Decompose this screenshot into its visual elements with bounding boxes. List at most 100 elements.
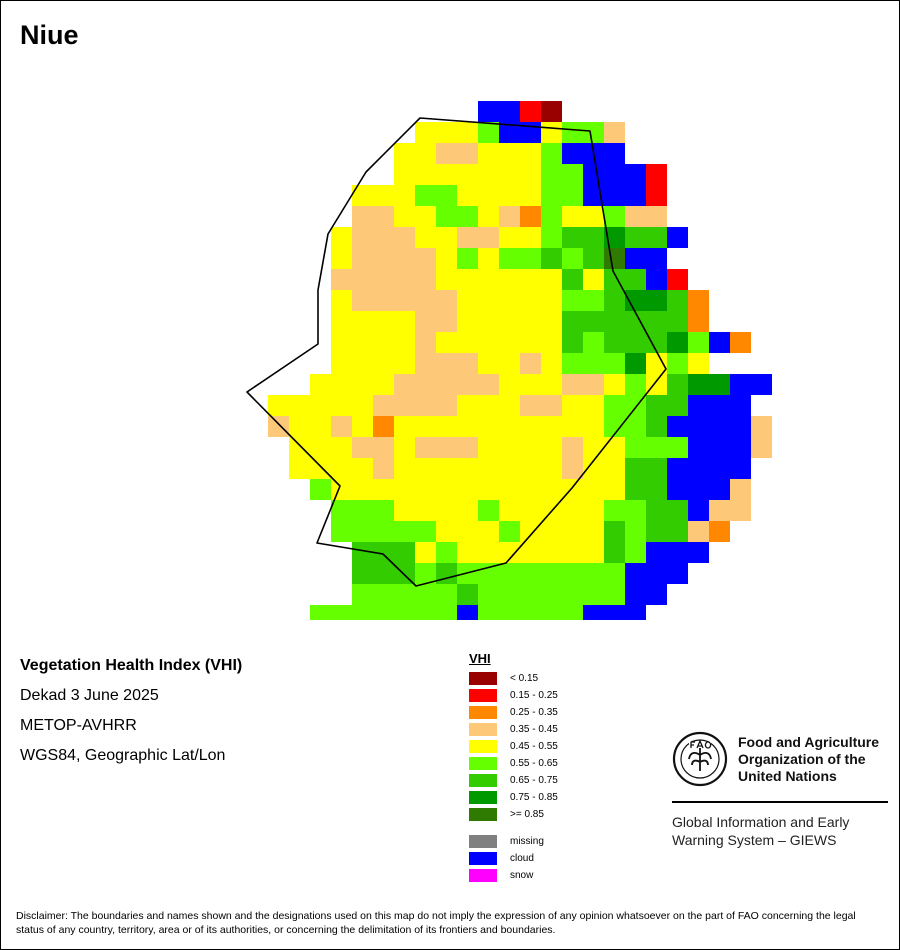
legend-item: 0.45 - 0.55 — [469, 738, 558, 755]
vhi-cell — [394, 437, 415, 458]
vhi-cell — [730, 332, 751, 353]
legend-item: 0.35 - 0.45 — [469, 721, 558, 738]
vhi-cell — [541, 311, 562, 332]
vhi-cell — [583, 227, 604, 248]
vhi-cell — [730, 374, 751, 395]
vhi-cell — [373, 248, 394, 269]
vhi-cell — [499, 584, 520, 605]
vhi-cell — [478, 227, 499, 248]
vhi-cell — [583, 332, 604, 353]
vhi-cell — [499, 248, 520, 269]
vhi-cell — [583, 248, 604, 269]
vhi-cell — [688, 479, 709, 500]
vhi-cell — [478, 290, 499, 311]
vhi-cell — [520, 353, 541, 374]
vhi-cell — [583, 290, 604, 311]
vhi-cell — [667, 542, 688, 563]
vhi-cell — [646, 500, 667, 521]
vhi-cell — [667, 458, 688, 479]
vhi-cell — [436, 164, 457, 185]
vhi-cell — [289, 458, 310, 479]
vhi-cell — [541, 374, 562, 395]
vhi-cell — [625, 227, 646, 248]
vhi-cell — [541, 206, 562, 227]
vhi-cell — [604, 479, 625, 500]
vhi-cell — [457, 353, 478, 374]
vhi-cell — [541, 269, 562, 290]
vhi-cell — [331, 290, 352, 311]
vhi-cell — [667, 269, 688, 290]
vhi-cell — [415, 311, 436, 332]
vhi-cell — [415, 332, 436, 353]
vhi-cell — [499, 458, 520, 479]
vhi-cell — [499, 521, 520, 542]
vhi-cell — [583, 563, 604, 584]
divider — [672, 801, 888, 803]
vhi-cell — [394, 353, 415, 374]
vhi-cell — [667, 374, 688, 395]
vhi-cell — [541, 227, 562, 248]
vhi-cell — [373, 584, 394, 605]
vhi-cell — [583, 542, 604, 563]
vhi-cell — [373, 374, 394, 395]
vhi-cell — [352, 500, 373, 521]
vhi-cell — [415, 185, 436, 206]
vhi-cell — [352, 584, 373, 605]
vhi-cell — [583, 437, 604, 458]
vhi-cell — [415, 206, 436, 227]
legend-swatch — [469, 672, 497, 685]
vhi-cell — [709, 395, 730, 416]
vhi-cell — [688, 353, 709, 374]
vhi-cell — [373, 416, 394, 437]
vhi-cell — [625, 416, 646, 437]
vhi-cell — [562, 164, 583, 185]
vhi-cell — [436, 374, 457, 395]
vhi-cell — [478, 395, 499, 416]
vhi-cell — [436, 227, 457, 248]
vhi-cell — [394, 563, 415, 584]
vhi-cell — [730, 479, 751, 500]
vhi-cell — [394, 374, 415, 395]
vhi-cell — [541, 395, 562, 416]
vhi-cell — [457, 395, 478, 416]
vhi-cell — [457, 584, 478, 605]
vhi-cell — [646, 248, 667, 269]
vhi-cell — [478, 605, 499, 620]
vhi-cell — [583, 395, 604, 416]
vhi-cell — [520, 416, 541, 437]
fao-logo-icon — [672, 731, 728, 787]
vhi-cell — [499, 227, 520, 248]
vhi-cell — [415, 374, 436, 395]
legend-item: 0.15 - 0.25 — [469, 687, 558, 704]
vhi-cell — [646, 584, 667, 605]
vhi-cell — [499, 101, 520, 122]
vhi-cell — [625, 542, 646, 563]
vhi-cell — [646, 164, 667, 185]
vhi-cell — [646, 290, 667, 311]
vhi-cell — [604, 353, 625, 374]
vhi-cell — [394, 605, 415, 620]
vhi-cell — [583, 206, 604, 227]
vhi-cell — [331, 458, 352, 479]
vhi-cell — [646, 416, 667, 437]
vhi-cell — [562, 269, 583, 290]
vhi-cell — [352, 563, 373, 584]
legend-label: >= 0.85 — [510, 809, 544, 820]
vhi-cell — [373, 521, 394, 542]
vhi-cell — [436, 185, 457, 206]
vhi-cell — [457, 311, 478, 332]
vhi-cell — [352, 185, 373, 206]
vhi-cell — [520, 605, 541, 620]
legend-item: 0.65 - 0.75 — [469, 772, 558, 789]
vhi-cell — [520, 500, 541, 521]
vhi-cell — [415, 542, 436, 563]
vhi-cell — [604, 605, 625, 620]
vhi-cell — [604, 521, 625, 542]
vhi-cell — [352, 332, 373, 353]
vhi-cell — [457, 416, 478, 437]
vhi-cell — [394, 164, 415, 185]
vhi-cell — [625, 248, 646, 269]
vhi-cell — [688, 332, 709, 353]
vhi-cell — [415, 437, 436, 458]
vhi-cell — [646, 395, 667, 416]
